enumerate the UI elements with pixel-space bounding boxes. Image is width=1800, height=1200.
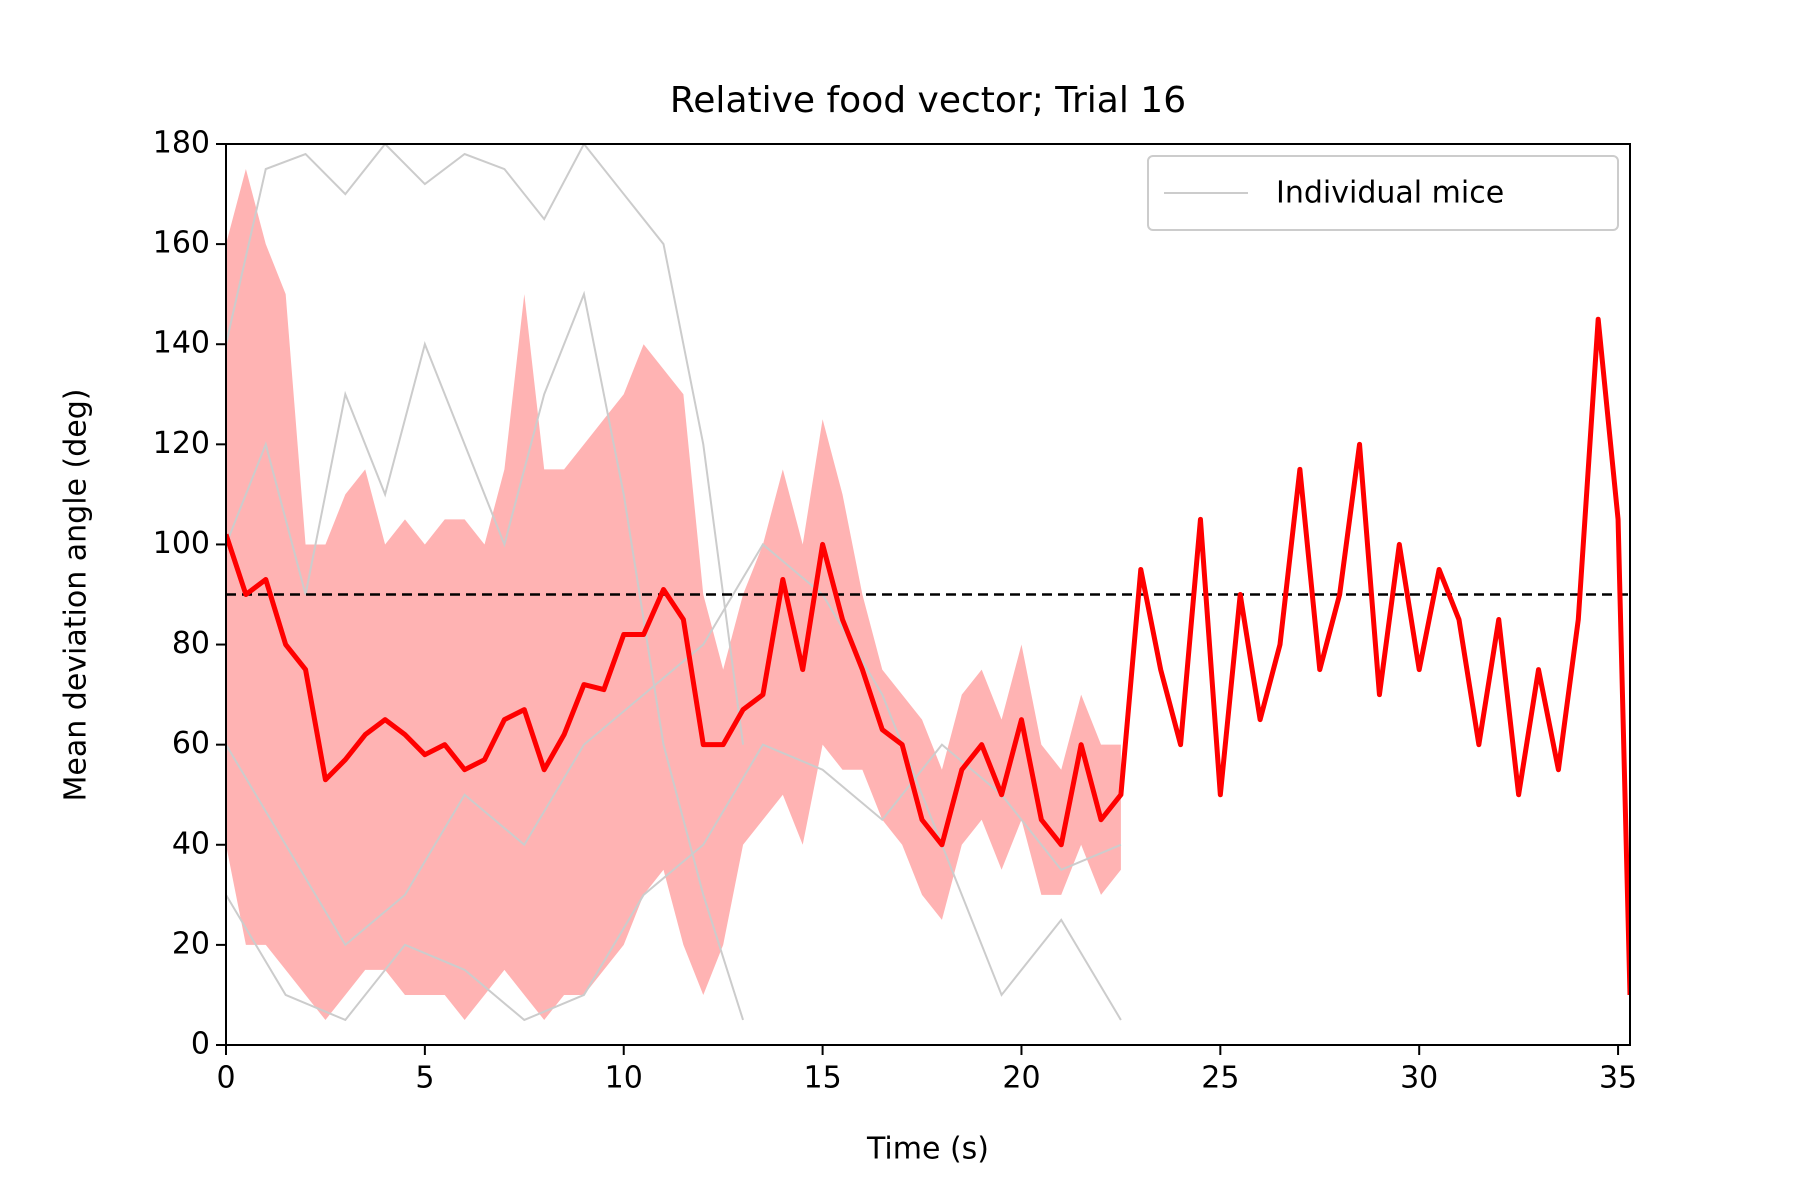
y-tick-label: 180 [153,126,210,161]
individual-line [226,743,1122,1022]
individual-line [226,144,745,745]
plot-area [226,144,1630,1022]
y-axis-label: Mean deviation angle (deg) [59,389,94,802]
legend-label: Individual mice [1276,176,1504,211]
axes-frame [225,143,1631,1046]
y-tick-label: 120 [153,426,210,461]
legend-box [1147,155,1619,231]
x-tick-label: 5 [415,1061,434,1096]
x-tick-label: 15 [804,1061,842,1096]
y-tick-label: 60 [172,726,210,761]
y-tick-label: 80 [172,626,210,661]
y-tick-label: 160 [153,226,210,261]
x-axis-label: Time (s) [866,1132,989,1167]
chart-title: Relative food vector; Trial 16 [670,80,1186,121]
x-tick-label: 25 [1201,1061,1239,1096]
x-tick-label: 0 [216,1061,235,1096]
y-tick-label: 0 [191,1027,210,1062]
x-tick-label: 20 [1002,1061,1040,1096]
y-tick-label: 100 [153,526,210,561]
y-tick-label: 40 [172,826,210,861]
individual-line [226,290,745,1021]
band [226,169,1121,1020]
y-tick-label: 20 [172,926,210,961]
y-tick-label: 140 [153,326,210,361]
x-tick-label: 35 [1599,1061,1637,1096]
mean-line [226,316,1630,996]
individual-line [226,542,1122,1021]
x-tick-label: 30 [1400,1061,1438,1096]
x-tick-label: 10 [605,1061,643,1096]
